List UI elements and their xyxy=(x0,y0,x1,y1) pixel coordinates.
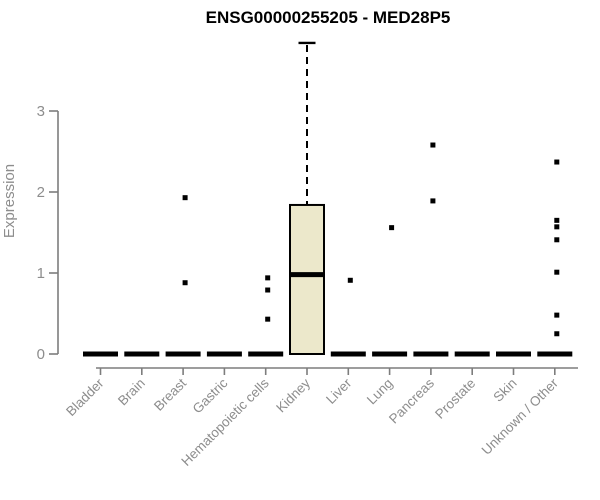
median-bar-brain xyxy=(124,351,160,357)
outlier-point-breast-1 xyxy=(182,280,188,286)
median-bar-prostate xyxy=(454,351,490,357)
outlier-point-unknown-other-5 xyxy=(554,312,560,318)
outlier-point-unknown-other-4 xyxy=(554,269,560,275)
x-tick-label-brain: Brain xyxy=(115,376,148,409)
median-bar-breast xyxy=(165,351,201,357)
median-bar-lung xyxy=(372,351,408,357)
x-tick-label-prostate: Prostate xyxy=(432,376,478,422)
chart-title: ENSG00000255205 - MED28P5 xyxy=(205,8,451,27)
x-tick-label-kidney: Kidney xyxy=(273,375,313,415)
outlier-point-lung-0 xyxy=(389,225,395,231)
y-tick-label-1: 1 xyxy=(37,265,45,282)
median-bar-skin xyxy=(496,351,531,357)
box-kidney xyxy=(289,203,325,355)
x-tick-label-skin: Skin xyxy=(490,376,519,405)
x-tick-label-lung: Lung xyxy=(364,376,396,408)
outlier-point-unknown-other-2 xyxy=(554,224,560,230)
y-tick-label-2: 2 xyxy=(37,184,45,201)
median-bar-hematopoietic-cells xyxy=(248,351,284,357)
x-tick-label-liver: Liver xyxy=(323,375,355,407)
median-bar-pancreas xyxy=(413,351,449,357)
median-line-kidney xyxy=(290,272,324,278)
x-tick-label-breast: Breast xyxy=(151,375,189,413)
median-bar-bladder xyxy=(83,351,118,357)
outlier-point-pancreas-1 xyxy=(430,198,436,204)
outlier-point-unknown-other-6 xyxy=(554,331,560,337)
x-tick-label-bladder: Bladder xyxy=(63,375,107,419)
median-bar-unknown-other xyxy=(537,351,573,357)
y-tick-label-0: 0 xyxy=(37,346,45,363)
outlier-point-unknown-other-0 xyxy=(554,159,560,165)
outlier-point-unknown-other-1 xyxy=(554,217,560,223)
x-tick-label-gastric: Gastric xyxy=(190,375,231,416)
outlier-point-hematopoietic-cells-2 xyxy=(265,316,271,322)
outlier-point-hematopoietic-cells-1 xyxy=(265,287,271,293)
outlier-point-pancreas-0 xyxy=(430,142,436,148)
median-bar-gastric xyxy=(206,351,242,357)
x-tick-label-pancreas: Pancreas xyxy=(386,375,437,426)
outlier-point-hematopoietic-cells-0 xyxy=(265,275,271,281)
x-tick-label-unknown-other: Unknown / Other xyxy=(479,375,562,458)
outlier-point-liver-0 xyxy=(347,277,353,283)
median-bar-liver xyxy=(330,351,366,357)
y-tick-label-3: 3 xyxy=(37,103,45,120)
outlier-point-unknown-other-3 xyxy=(554,237,560,243)
outlier-point-breast-0 xyxy=(182,195,188,201)
